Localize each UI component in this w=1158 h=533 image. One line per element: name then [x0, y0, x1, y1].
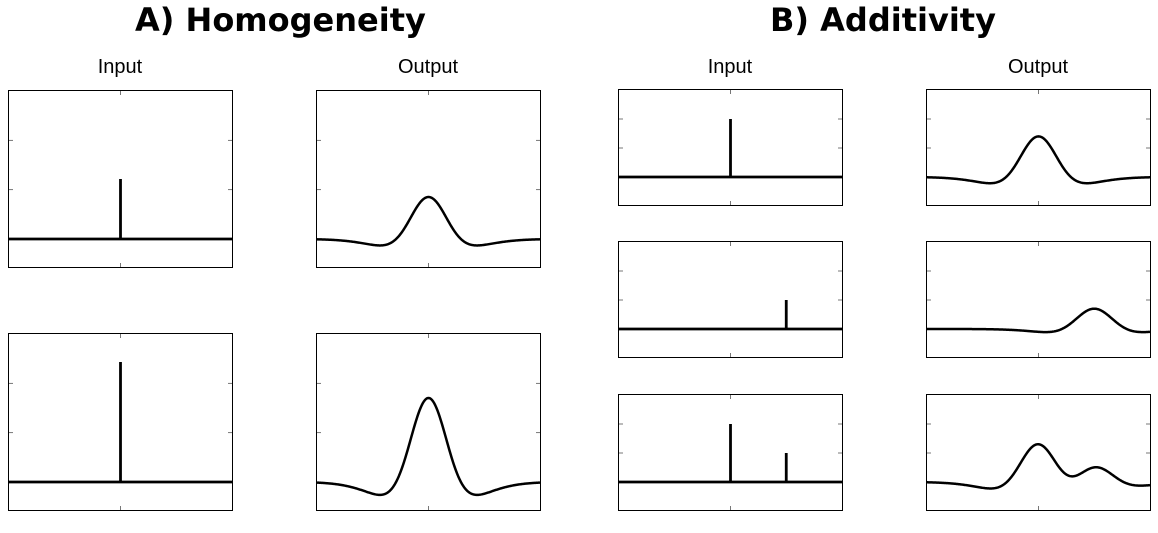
plot-canvas — [926, 90, 1151, 205]
additivity-input-panel-1 — [618, 89, 843, 206]
response-curve — [316, 195, 541, 247]
homogeneity-output-panel-2 — [316, 333, 541, 511]
response-curve — [316, 396, 541, 497]
homogeneity-title: A) Homogeneity — [135, 1, 426, 39]
plot-canvas — [316, 334, 541, 510]
homogeneity-output-panel-1 — [316, 90, 541, 268]
homogeneity-input-panel-2 — [8, 333, 233, 511]
response-curve — [926, 135, 1151, 185]
plot-canvas — [619, 242, 842, 357]
additivity-output-panel-2 — [926, 241, 1151, 358]
plot-canvas — [926, 242, 1151, 357]
additivity-output-panel-3 — [926, 394, 1151, 511]
plot-canvas — [316, 91, 541, 267]
plot-canvas — [619, 90, 842, 205]
additivity-output-label: Output — [1007, 56, 1069, 78]
homogeneity-input-panel-1 — [8, 90, 233, 268]
plot-canvas — [926, 395, 1151, 510]
additivity-input-panel-3 — [618, 394, 843, 511]
additivity-output-panel-1 — [926, 89, 1151, 206]
homogeneity-input-label: Input — [97, 56, 143, 78]
response-curve — [926, 307, 1151, 334]
homogeneity-output-label: Output — [397, 56, 459, 78]
plot-canvas — [9, 91, 232, 267]
additivity-input-panel-2 — [618, 241, 843, 358]
plot-canvas — [619, 395, 842, 510]
additivity-title: B) Additivity — [770, 1, 996, 39]
plot-canvas — [9, 334, 232, 510]
additivity-input-label: Input — [707, 56, 753, 78]
response-curve — [926, 442, 1151, 490]
